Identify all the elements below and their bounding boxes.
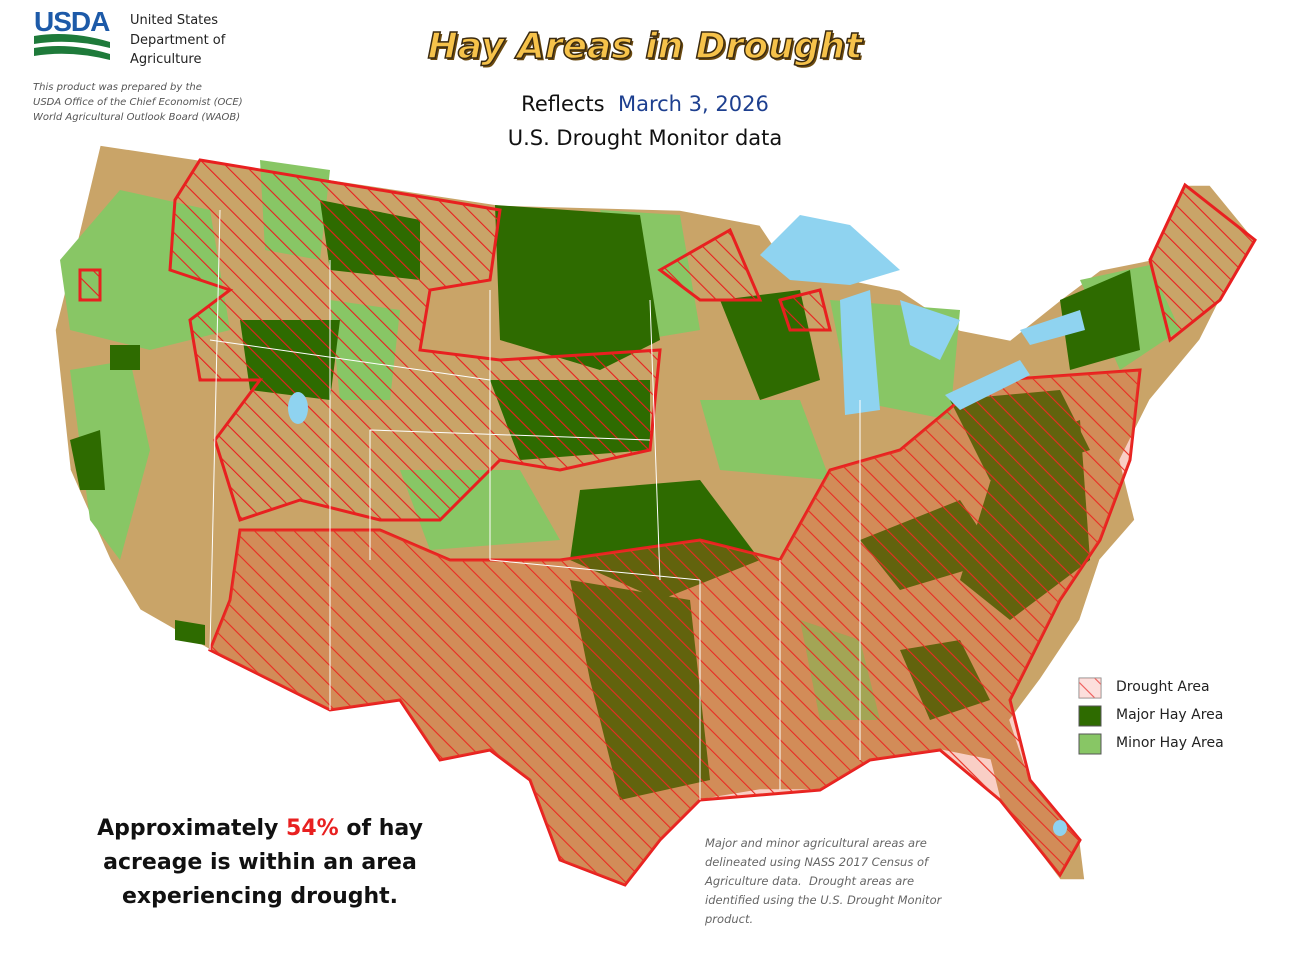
summary-text: experiencing drought. <box>121 884 399 909</box>
drought-tint <box>210 370 1140 885</box>
legend-label: Drought Area <box>1116 679 1210 695</box>
subtitle-prefix: Reflects <box>521 92 605 116</box>
date: March 3, 2026 <box>617 92 769 116</box>
summary-text: acreage is within an area <box>103 850 417 875</box>
title: Hay Areas in Drought <box>427 25 863 68</box>
summary-share: 54% <box>286 816 339 841</box>
source: U.S. Drought Monitor data <box>507 126 783 150</box>
credit: USDA Office of the Chief Economist (OCE) <box>33 97 243 108</box>
legend-label: Minor Hay Area <box>1116 735 1224 751</box>
usda-logo: USDA <box>34 6 110 37</box>
lakes <box>288 215 1085 836</box>
legend-label: Major Hay Area <box>1116 707 1224 723</box>
summary: Approximately 54% of hay <box>60 816 460 841</box>
agency-name: United States <box>130 13 219 28</box>
subtitle: Reflects March 3, 2026 <box>0 92 1290 116</box>
usda-logo-mark <box>34 34 110 60</box>
summary-text: of hay <box>346 816 423 841</box>
footnote: Major and minor agricultural areas are <box>705 836 927 850</box>
summary-text: Approximately <box>97 816 279 841</box>
footnote: identified using the U.S. Drought Monito… <box>705 893 942 907</box>
footnote: delineated using NASS 2017 Census of <box>705 855 929 869</box>
legend-swatches <box>1078 677 1102 755</box>
footnote: Agriculture data. Drought areas are <box>705 874 915 888</box>
state-lines <box>209 209 861 800</box>
credit: This product was prepared by the <box>33 82 202 93</box>
credit: World Agricultural Outlook Board (WAOB) <box>33 112 241 123</box>
footnote: product. <box>705 912 754 926</box>
drought-areas <box>78 158 1257 887</box>
agency-name: Department of <box>130 33 226 48</box>
agency-name: Agriculture <box>130 52 202 67</box>
